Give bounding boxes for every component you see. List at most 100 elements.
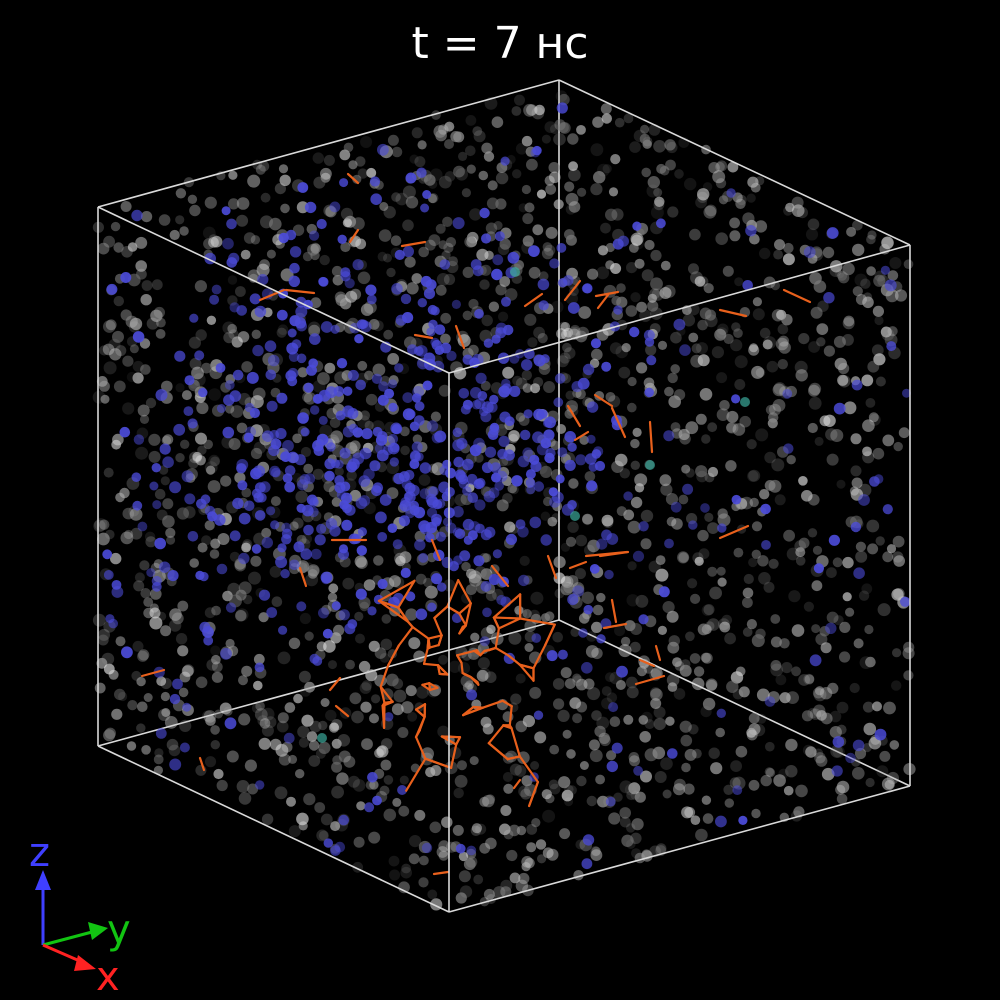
- gray-atom: [826, 611, 839, 624]
- gray-atom: [631, 818, 644, 831]
- blue-atom: [427, 602, 437, 612]
- gray-atom: [778, 341, 791, 354]
- gray-atom: [530, 761, 540, 770]
- gray-atom: [126, 371, 137, 383]
- blue-atom: [477, 391, 488, 401]
- gray-atom: [160, 691, 170, 702]
- gray-atom: [875, 536, 885, 546]
- blue-atom: [458, 388, 470, 399]
- gray-atom: [155, 329, 166, 339]
- gray-atom: [176, 507, 189, 520]
- gray-atom: [380, 638, 393, 651]
- gray-atom: [858, 590, 870, 601]
- gray-atom: [461, 188, 471, 198]
- gray-atom: [448, 660, 462, 673]
- blue-atom: [700, 503, 710, 513]
- bond: [450, 743, 458, 770]
- gray-atom: [903, 259, 914, 270]
- blue-atom: [845, 752, 856, 764]
- blue-atom: [289, 246, 302, 258]
- blue-atom: [732, 785, 743, 795]
- blue-atom: [585, 453, 597, 465]
- gray-atom: [418, 877, 429, 888]
- gray-atom: [773, 249, 783, 260]
- gray-atom: [138, 649, 150, 661]
- gray-atom: [795, 784, 808, 798]
- gray-atom: [694, 276, 706, 287]
- gray-atom: [678, 552, 689, 563]
- blue-atom: [833, 402, 846, 415]
- blue-atom: [183, 406, 194, 416]
- gray-atom: [331, 761, 343, 773]
- gray-atom: [770, 614, 781, 624]
- blue-atom: [222, 237, 234, 250]
- gray-atom: [179, 226, 189, 236]
- gray-atom: [751, 365, 765, 379]
- gray-atom: [466, 568, 477, 579]
- gray-atom: [302, 251, 313, 262]
- gray-atom: [132, 372, 144, 384]
- gray-atom: [141, 211, 153, 223]
- blue-atom: [717, 523, 727, 533]
- gray-atom: [726, 422, 737, 433]
- blue-atom: [499, 411, 511, 423]
- blue-atom: [336, 358, 348, 369]
- gray-atom: [770, 663, 784, 677]
- gray-atom: [746, 439, 757, 450]
- gray-atom: [103, 361, 117, 375]
- gray-atom: [858, 483, 872, 497]
- blue-atom: [501, 296, 511, 307]
- gray-atom: [366, 167, 377, 178]
- bond: [433, 605, 449, 620]
- gray-atom: [742, 597, 753, 608]
- gray-atom: [118, 691, 128, 702]
- gray-atom: [103, 320, 116, 333]
- gray-atom: [132, 640, 144, 652]
- blue-atom: [246, 371, 259, 384]
- gray-atom: [337, 734, 351, 747]
- blue-atom: [608, 702, 619, 713]
- gray-atom: [766, 360, 779, 373]
- gray-atom: [161, 435, 172, 446]
- gray-atom: [469, 756, 479, 766]
- gray-atom: [454, 774, 468, 788]
- gray-atom: [735, 745, 748, 758]
- gray-atom: [572, 582, 585, 594]
- gray-atom: [405, 685, 417, 697]
- gray-atom: [372, 320, 384, 332]
- gray-atom: [688, 263, 699, 275]
- gray-atom: [130, 527, 143, 540]
- gray-atom: [862, 743, 872, 753]
- gray-atom: [141, 745, 151, 755]
- blue-atom: [468, 521, 481, 533]
- gray-atom: [561, 789, 574, 802]
- blue-atom: [251, 488, 262, 499]
- blue-atom: [533, 481, 545, 492]
- blue-atom: [187, 531, 199, 542]
- gray-atom: [701, 795, 712, 805]
- gray-atom: [150, 309, 163, 322]
- gray-atom: [582, 513, 593, 525]
- gray-atom: [383, 808, 397, 822]
- blue-atom: [418, 552, 429, 563]
- gray-atom: [549, 783, 561, 795]
- gray-atom: [889, 740, 900, 750]
- gray-atom: [691, 677, 705, 691]
- gray-atom: [746, 619, 758, 630]
- gray-atom: [605, 208, 618, 221]
- gray-atom: [887, 270, 899, 281]
- gray-atom: [681, 762, 691, 773]
- gray-atom: [765, 741, 775, 752]
- blue-atom: [216, 563, 228, 575]
- blue-atom: [400, 567, 411, 579]
- gray-atom: [723, 333, 734, 345]
- gray-atom: [365, 780, 376, 790]
- blue-atom: [270, 520, 280, 530]
- bond: [397, 606, 410, 623]
- blue-atom: [554, 373, 566, 384]
- blue-atom: [329, 201, 341, 213]
- gray-atom: [623, 714, 634, 725]
- blue-atom: [467, 492, 479, 504]
- gray-atom: [189, 357, 202, 370]
- gray-atom: [803, 601, 815, 612]
